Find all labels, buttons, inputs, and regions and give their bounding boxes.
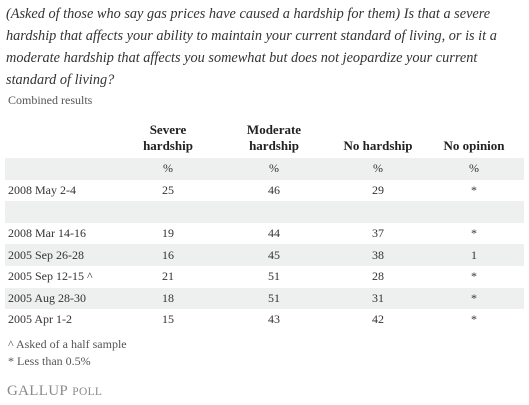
cell-value: 15: [162, 312, 174, 327]
cell-value: 51: [216, 287, 332, 310]
footnote: ^ Asked of a half sample: [8, 337, 127, 351]
column-header-text: No opinion: [443, 138, 505, 153]
subtitle: Combined results: [8, 93, 93, 107]
cell-value: *: [471, 226, 477, 241]
brand-product: POLL: [72, 386, 103, 398]
units-row: %%%%: [5, 158, 524, 180]
data-row: 2005 Sep 12-15 ^ 21 51 28 *: [5, 266, 524, 288]
cell-value: 51: [268, 269, 280, 284]
separator-cell: [424, 201, 524, 223]
units-cell: [5, 158, 120, 180]
unit: %: [120, 158, 216, 180]
table-body: %%%% 2008 May 2-4 25 46 29 * 2008 Mar 14-16 19 4…: [5, 158, 524, 331]
cell-value: 1: [424, 244, 524, 266]
cell-value: 43: [268, 312, 280, 327]
row-label: 2008 May 2-4: [8, 182, 76, 197]
brand: GALLUP POLL: [7, 382, 102, 400]
footnotes: ^ Asked of a half sample * Less than 0.5%: [8, 336, 127, 370]
separator-cell: [5, 201, 120, 223]
cell-value: 25: [162, 182, 174, 197]
cell-value: 38: [332, 244, 424, 266]
column-header: No hardship: [332, 122, 424, 158]
cell-value: 28: [372, 269, 384, 284]
cell-value: 42: [372, 312, 384, 327]
row-label: 2005 Sep 26-28: [5, 244, 120, 266]
cell-value: 16: [120, 244, 216, 266]
separator-cell: [332, 201, 424, 223]
unit: %: [216, 158, 332, 180]
data-row: 2005 Sep 26-28 16 45 38 1: [5, 244, 524, 266]
column-header-text: Severe hardship: [143, 122, 193, 153]
cell-value: 29: [372, 182, 384, 197]
column-header-text: Moderate hardship: [246, 122, 302, 153]
cell-value: 31: [332, 287, 424, 310]
data-row: 2008 May 2-4 25 46 29 *: [5, 180, 524, 202]
row-label: 2005 Apr 1-2: [8, 312, 72, 327]
cell-value: 44: [268, 226, 280, 241]
separator-row: [5, 201, 524, 223]
separator-cell: [216, 201, 332, 223]
cell-value: 19: [162, 226, 174, 241]
brand-name: GALLUP: [7, 383, 68, 399]
data-row: 2008 Mar 14-16 19 44 37 *: [5, 223, 524, 245]
question: (Asked of those who say gas prices have …: [6, 6, 497, 88]
header-row: Severe hardship Moderate hardship No hards…: [5, 122, 524, 158]
unit: %: [424, 158, 524, 180]
results-table: Severe hardship Moderate hardship No hards…: [5, 122, 524, 331]
data-row: 2005 Aug 28-30 18 51 31 *: [5, 287, 524, 310]
cell-value: 18: [120, 287, 216, 310]
footnote: * Less than 0.5%: [8, 354, 91, 368]
column-header: No opinion: [424, 122, 524, 158]
column-header-text: No hardship: [343, 138, 413, 153]
column-header: Moderate hardship: [216, 122, 332, 158]
row-label: 2008 Mar 14-16: [8, 226, 86, 241]
row-label: 2005 Aug 28-30: [5, 287, 120, 310]
cell-value: 45: [216, 244, 332, 266]
data-row: 2005 Apr 1-2 15 43 42 *: [5, 309, 524, 331]
cell-value: 21: [162, 269, 174, 284]
cell-value: *: [471, 312, 477, 327]
cell-value: *: [471, 182, 477, 197]
cell-value: *: [424, 287, 524, 310]
cell-value: 46: [268, 182, 280, 197]
cell-value: 37: [372, 226, 384, 241]
column-header: Severe hardship: [120, 122, 216, 158]
cell-value: *: [471, 269, 477, 284]
unit: %: [332, 158, 424, 180]
separator-cell: [120, 201, 216, 223]
row-label: 2005 Sep 12-15 ^: [8, 269, 93, 284]
